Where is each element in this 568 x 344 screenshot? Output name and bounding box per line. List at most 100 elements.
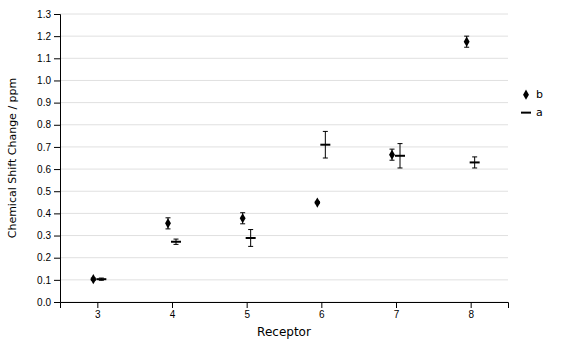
grid-line bbox=[60, 279, 508, 280]
grid-line bbox=[60, 235, 508, 236]
point bbox=[240, 213, 246, 223]
tick-label: 6 bbox=[319, 309, 325, 320]
tick-mark bbox=[97, 302, 98, 308]
error-bar bbox=[464, 36, 469, 47]
point bbox=[389, 150, 395, 160]
tick-mark bbox=[247, 302, 248, 308]
tick: 0.0 bbox=[37, 297, 60, 308]
tick: 6 bbox=[319, 302, 325, 320]
tick-label: 0.6 bbox=[37, 164, 51, 175]
grid-line bbox=[60, 58, 508, 59]
tick-mark bbox=[54, 191, 60, 192]
tick: 0.1 bbox=[37, 275, 60, 286]
chart: 3 4 5 6 7 8 0.0 0.1 0.2 0.3 0.4 0.5 0.6 0.7 0.8 0.9 1.0 1… bbox=[0, 0, 568, 344]
tick-label: 0.0 bbox=[37, 297, 51, 308]
tick-label: 0.4 bbox=[37, 208, 51, 219]
tick-mark bbox=[54, 125, 60, 126]
legend-symbol bbox=[521, 112, 531, 114]
y-axis-title: Chemical Shift Change / ppm bbox=[6, 78, 19, 239]
tick-mark bbox=[54, 80, 60, 81]
point bbox=[96, 278, 106, 280]
tick-label: 5 bbox=[244, 309, 250, 320]
tick-label: 4 bbox=[170, 309, 176, 320]
grid-line bbox=[60, 124, 508, 125]
tick-label: 8 bbox=[468, 309, 474, 320]
tick-label: 0.1 bbox=[37, 275, 51, 286]
tick-label: 7 bbox=[394, 309, 400, 320]
tick: 1.3 bbox=[37, 9, 60, 20]
tick: 3 bbox=[95, 302, 101, 320]
legend: ba bbox=[521, 88, 543, 119]
tick-label: 1.1 bbox=[37, 53, 51, 64]
y-axis: 0.0 0.1 0.2 0.3 0.4 0.5 0.6 0.7 0.8 0.9 1.0 1.1 1.2 1… bbox=[37, 9, 60, 308]
tick-mark bbox=[54, 147, 60, 148]
grid bbox=[60, 14, 508, 302]
grid-line bbox=[60, 213, 508, 214]
plot: 3 4 5 6 7 8 0.0 0.1 0.2 0.3 0.4 0.5 0.6 0.7 0.8 0.9 1.0 1… bbox=[37, 9, 508, 320]
series bbox=[90, 36, 469, 284]
tick-label: 0.9 bbox=[37, 97, 51, 108]
error-bar bbox=[240, 213, 245, 224]
x-axis-title: Receptor bbox=[257, 325, 311, 339]
tick-mark bbox=[54, 213, 60, 214]
tick: 0.3 bbox=[37, 230, 60, 241]
point bbox=[464, 37, 470, 47]
tick-mark bbox=[54, 280, 60, 281]
point bbox=[90, 274, 96, 284]
legend-label: a bbox=[536, 106, 543, 119]
grid-line bbox=[60, 36, 508, 37]
tick-label: 0.3 bbox=[37, 230, 51, 241]
tick-mark bbox=[54, 169, 60, 170]
tick: 0.9 bbox=[37, 97, 60, 108]
tick-label: 1.0 bbox=[37, 75, 51, 86]
tick-label: 0.2 bbox=[37, 252, 51, 263]
tick-label: 3 bbox=[95, 309, 101, 320]
grid-line bbox=[60, 191, 508, 192]
tick-mark bbox=[54, 58, 60, 59]
tick: 0.4 bbox=[37, 208, 60, 219]
tick: 0.7 bbox=[37, 142, 60, 153]
tick-mark bbox=[54, 302, 60, 303]
tick: 8 bbox=[468, 302, 474, 320]
x-axis: 3 4 5 6 7 8 bbox=[61, 302, 509, 320]
axis-line bbox=[61, 303, 509, 309]
grid-line bbox=[60, 14, 508, 15]
legend-item: a bbox=[521, 106, 543, 119]
tick-mark bbox=[54, 258, 60, 259]
tick: 1.0 bbox=[37, 75, 60, 86]
tick: 0.5 bbox=[37, 186, 60, 197]
point bbox=[171, 241, 181, 243]
grid-line bbox=[60, 146, 508, 147]
series bbox=[96, 131, 479, 280]
legend-item: b bbox=[523, 88, 543, 101]
tick: 4 bbox=[170, 302, 176, 320]
grid-line bbox=[60, 169, 508, 170]
tick-mark bbox=[54, 14, 60, 15]
tick-label: 0.5 bbox=[37, 186, 51, 197]
point bbox=[395, 155, 405, 157]
tick-mark bbox=[471, 302, 472, 308]
point bbox=[246, 237, 256, 239]
tick: 7 bbox=[394, 302, 400, 320]
tick: 0.8 bbox=[37, 119, 60, 130]
grid-line bbox=[60, 102, 508, 103]
tick-mark bbox=[396, 302, 397, 308]
marks bbox=[90, 36, 479, 284]
point bbox=[165, 218, 171, 228]
tick: 0.6 bbox=[37, 164, 60, 175]
tick: 0.2 bbox=[37, 252, 60, 263]
point bbox=[314, 197, 320, 207]
axis-line bbox=[54, 15, 61, 303]
legend-label: b bbox=[536, 88, 543, 101]
tick: 1.1 bbox=[37, 53, 60, 64]
tick-mark bbox=[321, 302, 322, 308]
error-bar bbox=[166, 218, 171, 229]
tick-label: 1.3 bbox=[37, 9, 51, 20]
legend-symbol bbox=[523, 90, 529, 100]
grid-line bbox=[60, 80, 508, 81]
tick-mark bbox=[54, 103, 60, 104]
tick-mark bbox=[54, 236, 60, 237]
point bbox=[470, 161, 480, 163]
tick: 1.2 bbox=[37, 31, 60, 42]
tick-label: 0.7 bbox=[37, 142, 51, 153]
